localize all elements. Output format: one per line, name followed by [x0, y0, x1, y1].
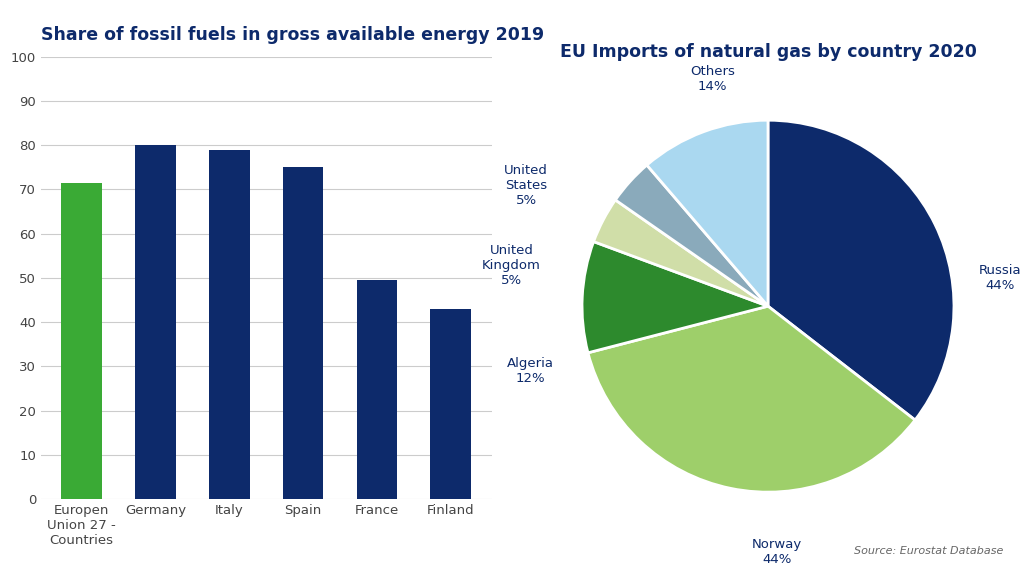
Bar: [430, 309, 471, 499]
Text: United
States
5%: United States 5%: [504, 164, 548, 207]
Text: Source: Eurostat Database: Source: Eurostat Database: [854, 545, 1004, 556]
Title: EU Imports of natural gas by country 2020: EU Imports of natural gas by country 202…: [559, 43, 977, 61]
Bar: [135, 145, 176, 499]
Text: Share of fossil fuels in gross available energy 2019: Share of fossil fuels in gross available…: [41, 26, 544, 44]
Wedge shape: [768, 120, 954, 420]
Text: United
Kingdom
5%: United Kingdom 5%: [482, 244, 541, 287]
Bar: [283, 167, 324, 499]
Wedge shape: [647, 120, 768, 306]
Wedge shape: [615, 165, 768, 306]
Bar: [61, 183, 102, 499]
Text: Others
14%: Others 14%: [690, 65, 734, 94]
Wedge shape: [582, 242, 768, 353]
Bar: [209, 150, 250, 499]
Wedge shape: [594, 200, 768, 306]
Bar: [356, 280, 397, 499]
Wedge shape: [588, 306, 915, 492]
Text: Russia
44%: Russia 44%: [979, 264, 1022, 292]
Text: Algeria
12%: Algeria 12%: [507, 357, 553, 385]
Text: Norway
44%: Norway 44%: [753, 538, 803, 566]
